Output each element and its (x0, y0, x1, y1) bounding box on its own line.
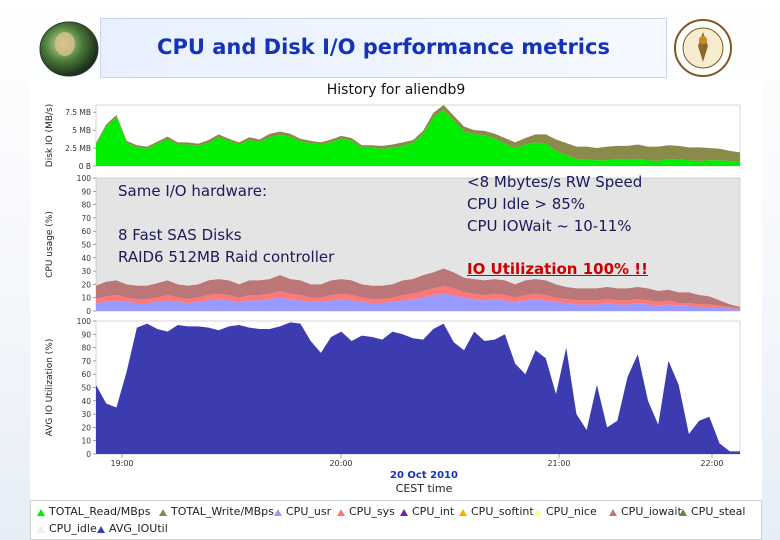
y-tick-label: 60 (81, 227, 91, 236)
y-tick-label: 5 MB (72, 126, 91, 135)
y-tick-label: 10 (81, 437, 91, 446)
y-tick-label: 0 (86, 450, 91, 459)
series-area-total-read-mbps (96, 110, 740, 166)
y-tick-label: 20 (81, 423, 91, 432)
y-tick-label: 70 (81, 357, 91, 366)
y-tick-label: 90 (81, 330, 91, 339)
legend-item-cpu-nice: CPU_nice (534, 505, 597, 518)
legend-marker-icon (97, 525, 105, 533)
series-area-cpu-sys (96, 285, 740, 310)
y-tick-label: 80 (81, 201, 91, 210)
annotation-io-utilization: IO Utilization 100% !! (467, 260, 648, 278)
series-area-cpu-iowait (96, 268, 740, 309)
x-tick-label: 22:00 (700, 459, 723, 468)
y-tick-label: 40 (81, 254, 91, 263)
y-axis-label: CPU usage (%) (45, 211, 55, 278)
legend-label: CPU_steal (691, 505, 746, 518)
legend-label: CPU_iowait (621, 505, 682, 518)
legend-item-cpu-usr: CPU_usr (274, 505, 331, 518)
chart-legend: TOTAL_Read/MBps TOTAL_Write/MBps CPU_usr CP… (30, 500, 762, 540)
legend-item-total-write-mbps: TOTAL_Write/MBps (159, 505, 274, 518)
x-axis: 19:00 20:00 21:00 22:00 (110, 454, 724, 468)
legend-marker-icon (534, 508, 542, 516)
legend-item-cpu-softint: CPU_softint (459, 505, 534, 518)
x-axis-label: CEST time (396, 482, 453, 495)
legend-item-cpu-int: CPU_int (400, 505, 454, 518)
legend-marker-icon (609, 508, 617, 516)
disk-io-panel: 0 B 2.5 MB 5 MB 7.5 MB Disk IO (MB/s) (45, 104, 741, 171)
x-tick-label: 19:00 (110, 459, 133, 468)
slide-title: CPU and Disk I/O performance metrics (157, 35, 610, 59)
annotation-hardware: Same I/O hardware: (118, 182, 268, 200)
y-tick-label: 0 B (79, 162, 91, 171)
y-tick-label: 30 (81, 410, 91, 419)
y-tick-label: 20 (81, 280, 91, 289)
legend-marker-icon (459, 508, 467, 516)
legend-label: CPU_int (412, 505, 455, 518)
y-axis-label: Disk IO (MB/s) (45, 104, 55, 167)
legend-label: TOTAL_Read/MBps (49, 505, 151, 518)
legend-label: CPU_idle (49, 522, 97, 535)
date-label: 20 Oct 2010 (390, 470, 458, 481)
annotation-cpu-idle: CPU Idle > 85% (467, 195, 586, 213)
x-tick-label: 20:00 (329, 459, 352, 468)
legend-label: CPU_softint (471, 505, 534, 518)
series-area-cpu-usr (96, 293, 740, 311)
chart-frame: History for aliendb9 0 B 2.5 MB 5 MB 7.5 MB… (30, 78, 762, 500)
y-tick-label: 80 (81, 344, 91, 353)
legend-item-cpu-steal: CPU_steal (679, 505, 745, 518)
legend-marker-icon (37, 525, 45, 533)
cpu-usage-panel: 0 10 20 30 40 50 60 70 80 90 100 CPU usage (%) (45, 174, 741, 316)
series-area-avg-ioutil (96, 322, 740, 454)
globe-logo-icon (39, 21, 99, 77)
y-tick-label: 7.5 MB (65, 108, 91, 117)
performance-chart: History for aliendb9 0 B 2.5 MB 5 MB 7.5 MB… (45, 82, 741, 495)
legend-label: TOTAL_Write/MBps (171, 505, 274, 518)
legend-label: CPU_usr (286, 505, 332, 518)
chart-title: History for aliendb9 (327, 82, 465, 98)
y-tick-label: 50 (81, 241, 91, 250)
series-area-total-write-mbps (96, 105, 740, 162)
legend-label: AVG_IOUtil (109, 522, 168, 535)
legend-item-total-read-mbps: TOTAL_Read/MBps (37, 505, 151, 518)
legend-marker-icon (274, 508, 282, 516)
y-tick-label: 0 (86, 307, 91, 316)
annotation-disks: 8 Fast SAS Disks (118, 226, 242, 244)
legend-label: CPU_nice (546, 505, 597, 518)
legend-item-avg-ioutil: AVG_IOUtil (97, 522, 168, 535)
legend-marker-icon (37, 508, 45, 516)
y-tick-label: 10 (81, 294, 91, 303)
legend-item-cpu-idle: CPU_idle (37, 522, 97, 535)
legend-item-cpu-sys: CPU_sys (337, 505, 395, 518)
y-tick-label: 50 (81, 384, 91, 393)
legend-marker-icon (679, 508, 687, 516)
legend-marker-icon (400, 508, 408, 516)
y-tick-label: 40 (81, 397, 91, 406)
io-utilization-panel: 0 10 20 30 40 50 60 70 80 90 100 AVG IO Utilization… (45, 317, 741, 459)
y-tick-label: 2.5 MB (65, 144, 91, 153)
legend-marker-icon (159, 508, 167, 516)
x-tick-label: 21:00 (547, 459, 570, 468)
y-tick-label: 70 (81, 214, 91, 223)
annotation-raid: RAID6 512MB Raid controller (118, 248, 335, 266)
y-tick-label: 60 (81, 370, 91, 379)
institute-seal-icon (674, 19, 732, 77)
y-axis-label: AVG IO Utilization (%) (45, 339, 55, 437)
title-banner: CPU and Disk I/O performance metrics (100, 18, 667, 78)
y-tick-label: 90 (81, 187, 91, 196)
annotation-iowait: CPU IOWait ~ 10-11% (467, 217, 632, 235)
y-tick-label: 30 (81, 267, 91, 276)
legend-marker-icon (337, 508, 345, 516)
annotation-speed: <8 Mbytes/s RW Speed (467, 173, 643, 191)
legend-item-cpu-iowait: CPU_iowait (609, 505, 682, 518)
y-tick-label: 100 (77, 174, 92, 183)
legend-label: CPU_sys (349, 505, 395, 518)
y-tick-label: 100 (77, 317, 92, 326)
